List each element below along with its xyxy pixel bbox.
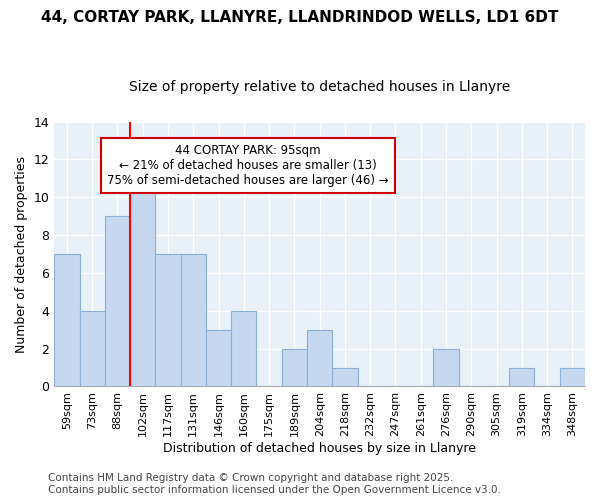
Bar bbox=[155, 254, 181, 386]
X-axis label: Distribution of detached houses by size in Llanyre: Distribution of detached houses by size … bbox=[163, 442, 476, 455]
Y-axis label: Number of detached properties: Number of detached properties bbox=[15, 156, 28, 352]
Bar bbox=[509, 368, 535, 386]
Bar bbox=[307, 330, 332, 386]
Bar bbox=[560, 368, 585, 386]
Text: 44, CORTAY PARK, LLANYRE, LLANDRINDOD WELLS, LD1 6DT: 44, CORTAY PARK, LLANYRE, LLANDRINDOD WE… bbox=[41, 10, 559, 25]
Bar bbox=[130, 160, 155, 386]
Bar bbox=[206, 330, 231, 386]
Bar bbox=[282, 348, 307, 387]
Bar bbox=[332, 368, 358, 386]
Bar bbox=[105, 216, 130, 386]
Bar bbox=[181, 254, 206, 386]
Text: Contains HM Land Registry data © Crown copyright and database right 2025.
Contai: Contains HM Land Registry data © Crown c… bbox=[48, 474, 501, 495]
Bar bbox=[433, 348, 458, 387]
Bar bbox=[80, 311, 105, 386]
Bar bbox=[54, 254, 80, 386]
Title: Size of property relative to detached houses in Llanyre: Size of property relative to detached ho… bbox=[129, 80, 510, 94]
Text: 44 CORTAY PARK: 95sqm
← 21% of detached houses are smaller (13)
75% of semi-deta: 44 CORTAY PARK: 95sqm ← 21% of detached … bbox=[107, 144, 389, 187]
Bar bbox=[231, 311, 256, 386]
